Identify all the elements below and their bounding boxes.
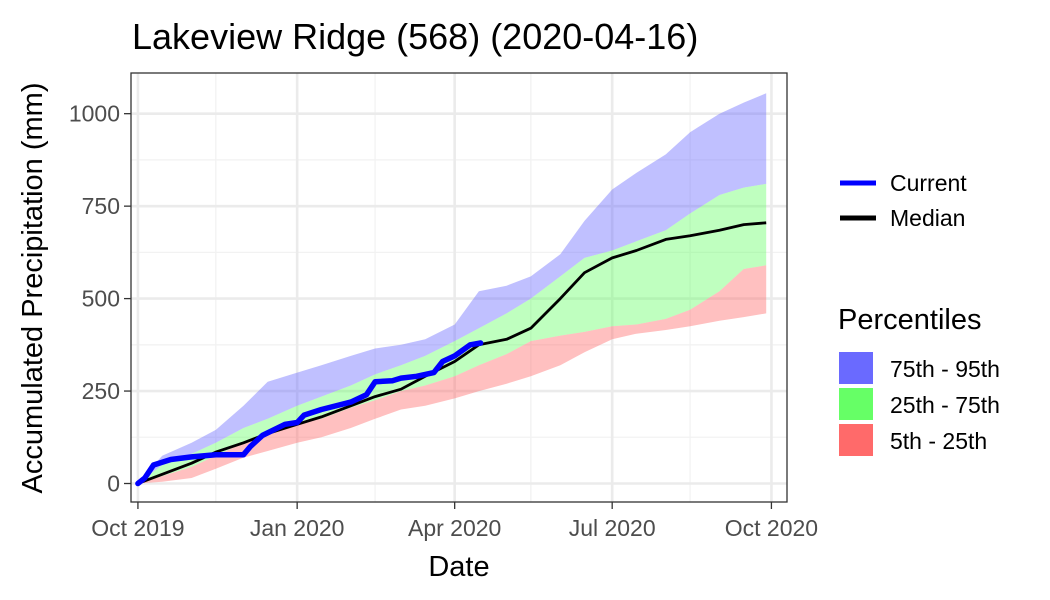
median-line [137, 221, 767, 485]
legend-label-75-95: 75th - 95th [890, 356, 1000, 382]
legend-bands: 75th - 95th 25th - 75th 5th - 25th [839, 352, 1000, 456]
plot-background [131, 73, 787, 502]
legend-title: Percentiles [838, 304, 981, 336]
legend-swatch-5-25 [839, 424, 873, 456]
band-75-95 [137, 93, 767, 484]
legend-median-label: Median [890, 205, 965, 231]
legend-label-5-25: 5th - 25th [890, 428, 987, 454]
legend-label-25-75: 25th - 75th [890, 392, 1000, 418]
y-tick-label: 750 [82, 193, 120, 219]
legend-lines: Current Median [840, 170, 967, 231]
legend-current-label: Current [890, 170, 967, 196]
x-axis-title: Date [428, 551, 489, 583]
x-tick-label: Oct 2019 [91, 515, 184, 541]
minor-gridlines [131, 73, 787, 502]
data-lines [135, 221, 767, 487]
x-axis: Oct 2019 Jan 2020 Apr 2020 Jul 2020 Oct 2020 [91, 502, 818, 541]
major-gridlines [131, 73, 787, 502]
chart-title: Lakeview Ridge (568) (2020-04-16) [132, 16, 698, 57]
plot-border [130, 72, 788, 503]
plot-panel [130, 72, 788, 503]
legend: Current Median Percentiles 75th - 95th 2… [838, 170, 1000, 456]
x-tick-label: Jul 2020 [569, 515, 656, 541]
legend-swatch-75-95 [839, 352, 873, 384]
band-5-25 [137, 265, 767, 484]
current-line [135, 340, 484, 487]
y-tick-label: 1000 [69, 101, 120, 127]
legend-swatch-25-75 [839, 388, 873, 420]
x-tick-label: Oct 2020 [725, 515, 818, 541]
y-axis: 0 250 500 750 1000 [69, 101, 131, 497]
y-tick-label: 250 [82, 378, 120, 404]
x-tick-label: Apr 2020 [408, 515, 501, 541]
y-tick-label: 500 [82, 286, 120, 312]
x-tick-label: Jan 2020 [250, 515, 345, 541]
y-axis-title: Accumulated Precipitation (mm) [17, 83, 49, 494]
y-tick-label: 0 [107, 471, 120, 497]
